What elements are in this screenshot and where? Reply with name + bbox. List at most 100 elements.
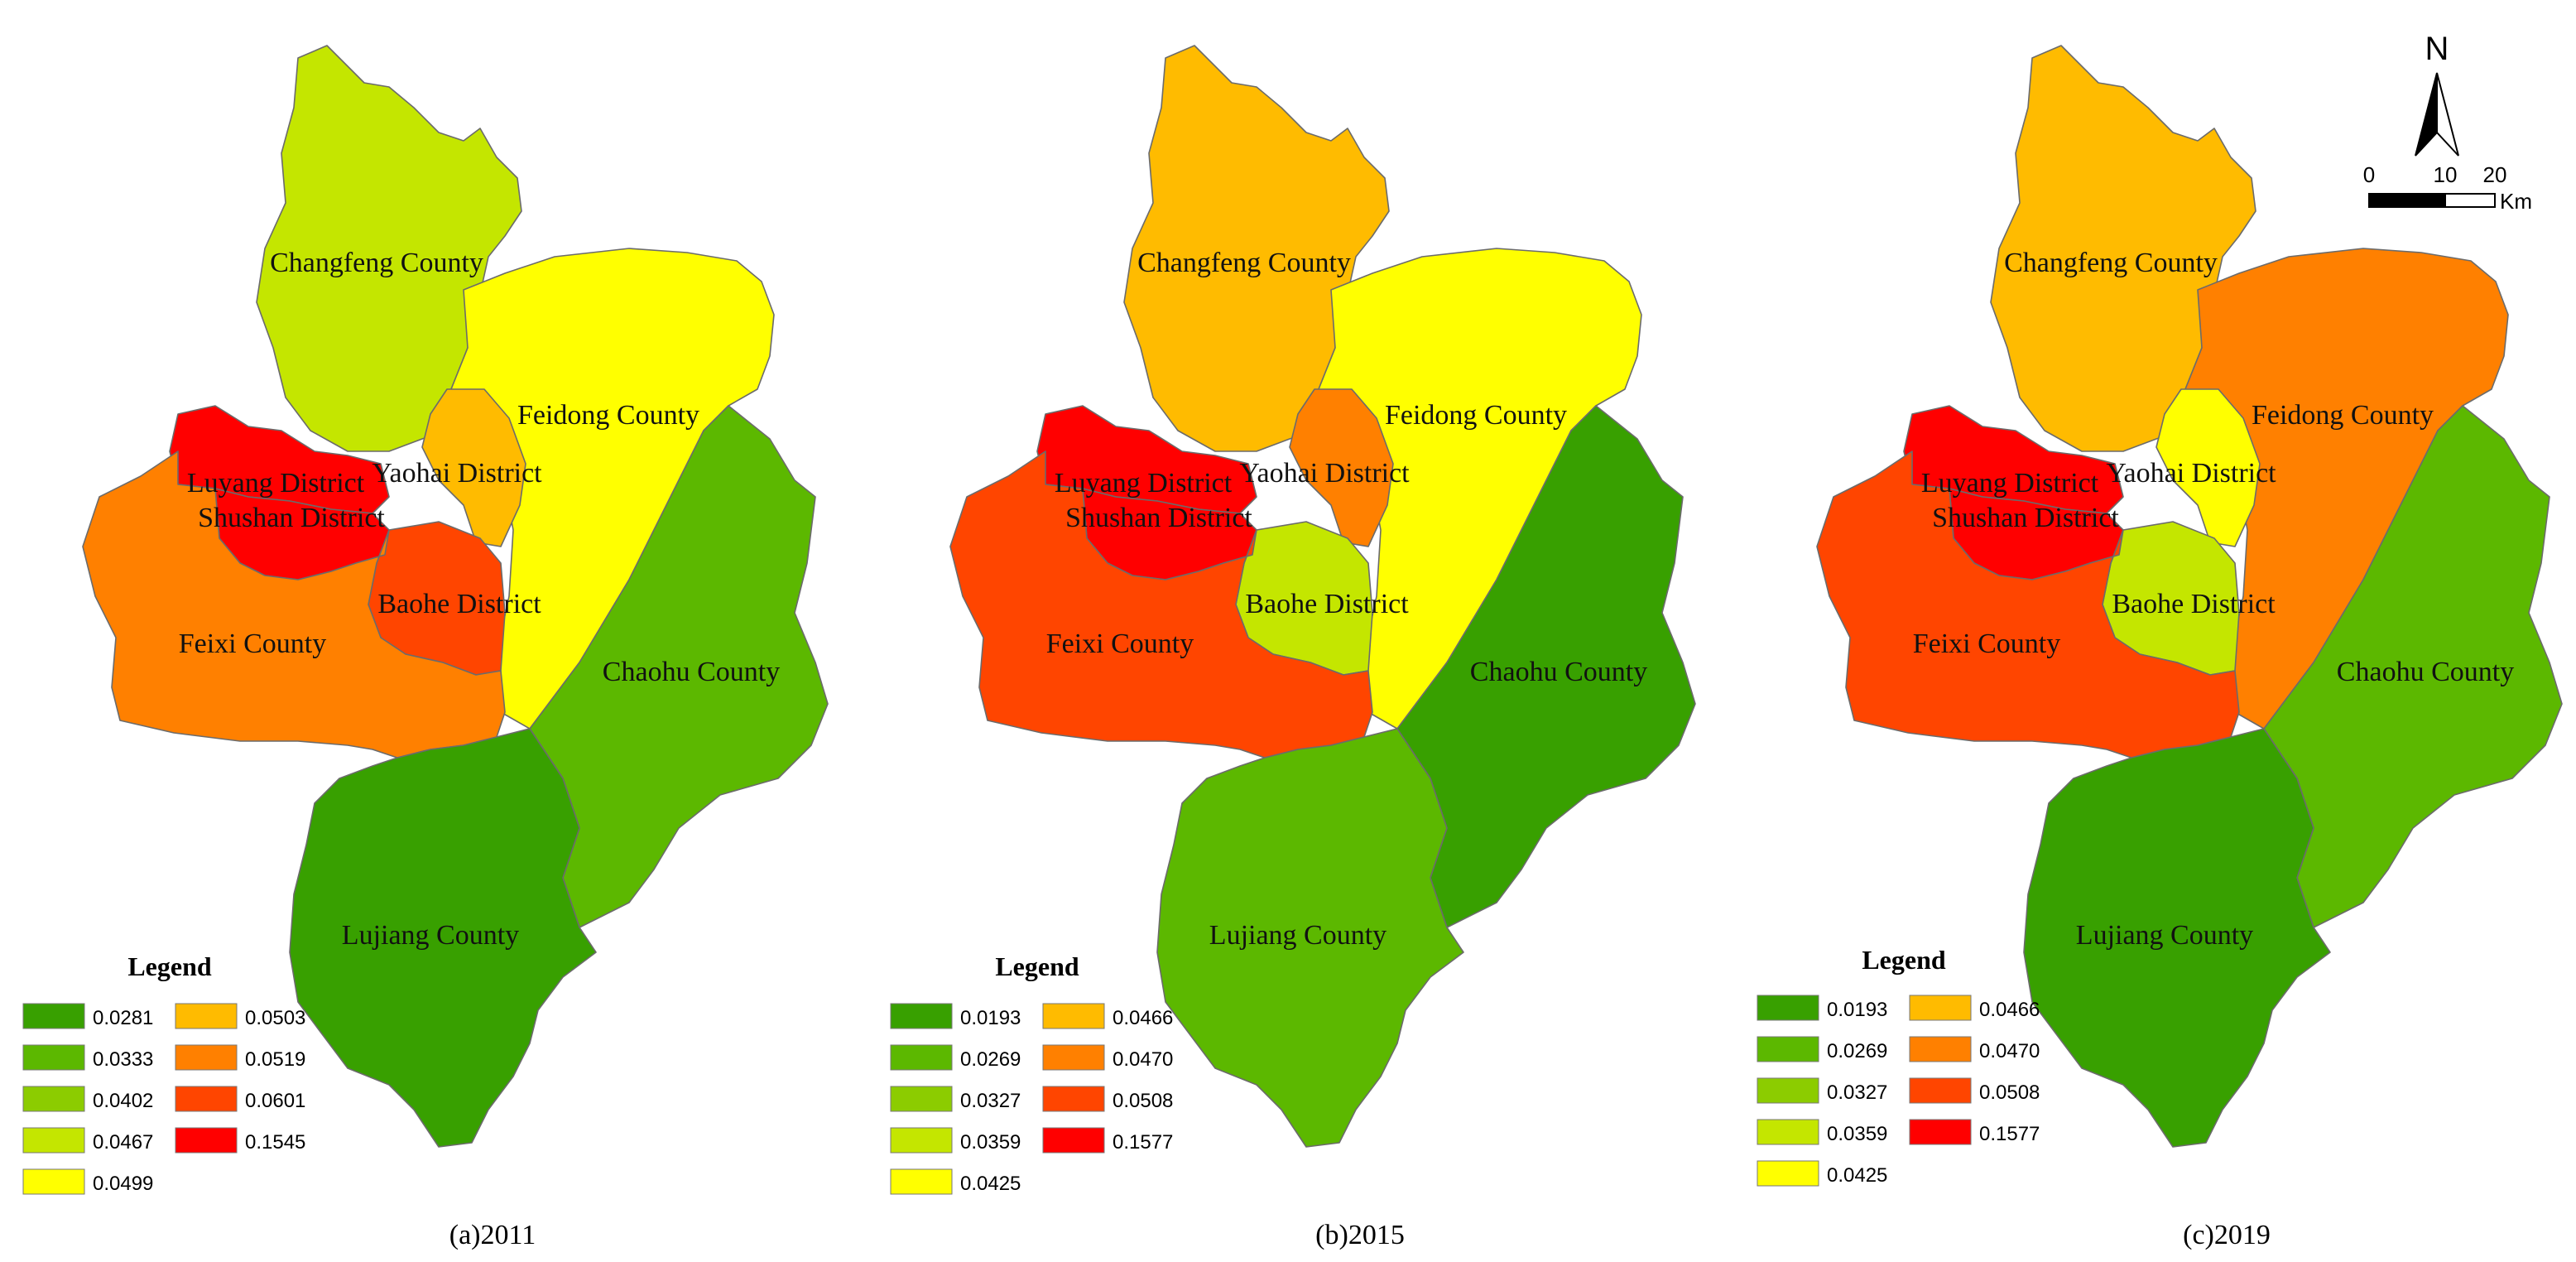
region-feixi[interactable] <box>82 450 506 759</box>
legend-value: 0.1545 <box>245 1131 305 1154</box>
legend-value: 0.0333 <box>93 1048 153 1071</box>
legend-value: 0.0503 <box>245 1007 305 1029</box>
map-panel-2019: Changfeng County Feidong County Yaohai D… <box>1757 45 2563 1250</box>
legend-swatch <box>1909 1119 1972 1145</box>
legend-swatch <box>1757 1077 1819 1104</box>
legend-swatch <box>890 1044 953 1071</box>
region-label-shushan: Shushan District <box>1932 503 2119 533</box>
region-label-yaohai: Yaohai District <box>2106 458 2276 489</box>
legend-item-8: 0.0508 <box>1909 1077 2040 1104</box>
legend-value: 0.0470 <box>1979 1040 2040 1062</box>
panel-caption: (a)2011 <box>449 1220 536 1250</box>
region-label-changfeng: Changfeng County <box>1137 248 1351 278</box>
map-region-labels: Changfeng County Feidong County Yaohai D… <box>179 248 780 951</box>
map-legend: Legend 0.0193 0.0269 0.0327 0.0359 0.042… <box>1757 945 2040 1187</box>
legend-swatch <box>1757 1036 1819 1062</box>
legend-value: 0.0467 <box>93 1131 153 1154</box>
region-label-changfeng: Changfeng County <box>2004 248 2218 278</box>
legend-swatch <box>1042 1044 1105 1071</box>
region-yaohai[interactable] <box>421 388 526 547</box>
legend-swatch <box>22 1044 85 1071</box>
legend-value: 0.0359 <box>1827 1123 1887 1145</box>
region-label-chaohu: Chaohu County <box>1470 657 1647 687</box>
legend-swatch <box>1909 1077 1972 1104</box>
legend-item-9: 0.1545 <box>175 1127 305 1154</box>
legend-item-4: 0.0359 <box>890 1127 1021 1154</box>
region-label-lujiang: Lujiang County <box>2076 920 2253 951</box>
region-label-luyang: Luyang District <box>1921 468 2099 499</box>
legend-value: 0.0327 <box>1827 1081 1887 1104</box>
legend-value: 0.1577 <box>1113 1131 1173 1154</box>
map-legend: Legend 0.0281 0.0333 0.0402 0.0467 0.049… <box>22 951 305 1195</box>
legend-item-4: 0.0359 <box>1757 1119 1887 1145</box>
legend-value: 0.0466 <box>1113 1007 1173 1029</box>
map-regions <box>949 45 1696 1148</box>
legend-item-3: 0.0327 <box>1757 1077 1887 1104</box>
legend-swatch <box>175 1127 238 1154</box>
legend-value: 0.0269 <box>1827 1040 1887 1062</box>
region-lujiang[interactable] <box>2023 728 2331 1148</box>
legend-swatch <box>1042 1127 1105 1154</box>
legend-value: 0.0508 <box>1979 1081 2040 1104</box>
legend-value: 0.0499 <box>93 1173 153 1195</box>
legend-value: 0.0281 <box>93 1007 153 1029</box>
region-label-feixi: Feixi County <box>1046 629 1194 659</box>
region-label-yaohai: Yaohai District <box>372 458 542 489</box>
region-feixi[interactable] <box>949 450 1373 759</box>
legend-swatch <box>22 1086 85 1112</box>
legend-value: 0.0508 <box>1113 1090 1173 1112</box>
region-lujiang[interactable] <box>1156 728 1464 1148</box>
region-lujiang[interactable] <box>289 728 597 1148</box>
legend-swatch <box>1757 995 1819 1021</box>
legend-value: 0.0425 <box>960 1173 1021 1195</box>
legend-item-5: 0.0425 <box>1757 1160 1887 1187</box>
map-regions <box>1816 45 2563 1148</box>
region-label-lujiang: Lujiang County <box>342 920 519 951</box>
region-label-baohe: Baohe District <box>1245 589 1409 619</box>
legend-value: 0.0601 <box>245 1090 305 1112</box>
north-arrow: N <box>2415 31 2459 157</box>
legend-swatch <box>1757 1160 1819 1187</box>
region-chaohu[interactable] <box>1396 405 1696 928</box>
legend-value: 0.0359 <box>960 1131 1021 1154</box>
legend-value: 0.0519 <box>245 1048 305 1071</box>
legend-item-1: 0.0193 <box>890 1003 1021 1029</box>
legend-item-7: 0.0470 <box>1042 1044 1173 1071</box>
map-legend: Legend 0.0193 0.0269 0.0327 0.0359 0.042… <box>890 951 1173 1195</box>
legend-item-1: 0.0193 <box>1757 995 1887 1021</box>
legend-item-9: 0.1577 <box>1909 1119 2040 1145</box>
legend-swatch <box>1042 1003 1105 1029</box>
region-label-chaohu: Chaohu County <box>2337 657 2514 687</box>
legend-swatch <box>890 1127 953 1154</box>
legend-value: 0.0193 <box>1827 999 1887 1021</box>
region-yaohai[interactable] <box>2155 388 2261 547</box>
legend-value: 0.0425 <box>1827 1164 1887 1187</box>
legend-title: Legend <box>995 951 1079 981</box>
region-label-feixi: Feixi County <box>179 629 327 659</box>
legend-swatch <box>22 1168 85 1195</box>
legend-item-8: 0.0508 <box>1042 1086 1173 1112</box>
map-regions <box>82 45 829 1148</box>
region-yaohai[interactable] <box>1289 388 1394 547</box>
legend-item-7: 0.0519 <box>175 1044 305 1071</box>
region-chaohu[interactable] <box>2263 405 2563 928</box>
region-label-lujiang: Lujiang County <box>1209 920 1387 951</box>
legend-value: 0.0269 <box>960 1048 1021 1071</box>
legend-value: 0.0193 <box>960 1007 1021 1029</box>
region-feixi[interactable] <box>1816 450 2240 759</box>
legend-swatch <box>22 1127 85 1154</box>
region-label-baohe: Baohe District <box>377 589 541 619</box>
scale-bar-segment-light <box>2444 193 2496 208</box>
region-label-feidong: Feidong County <box>2252 400 2434 431</box>
north-arrow-label: N <box>2425 31 2449 67</box>
legend-item-1: 0.0281 <box>22 1003 153 1029</box>
legend-value: 0.0327 <box>960 1090 1021 1112</box>
panel-caption: (b)2015 <box>1315 1220 1405 1250</box>
legend-swatch <box>175 1086 238 1112</box>
scale-bar-segment-dark <box>2368 193 2446 208</box>
legend-swatch <box>175 1044 238 1071</box>
legend-item-5: 0.0499 <box>22 1168 153 1195</box>
legend-item-2: 0.0269 <box>1757 1036 1887 1062</box>
region-chaohu[interactable] <box>529 405 829 928</box>
